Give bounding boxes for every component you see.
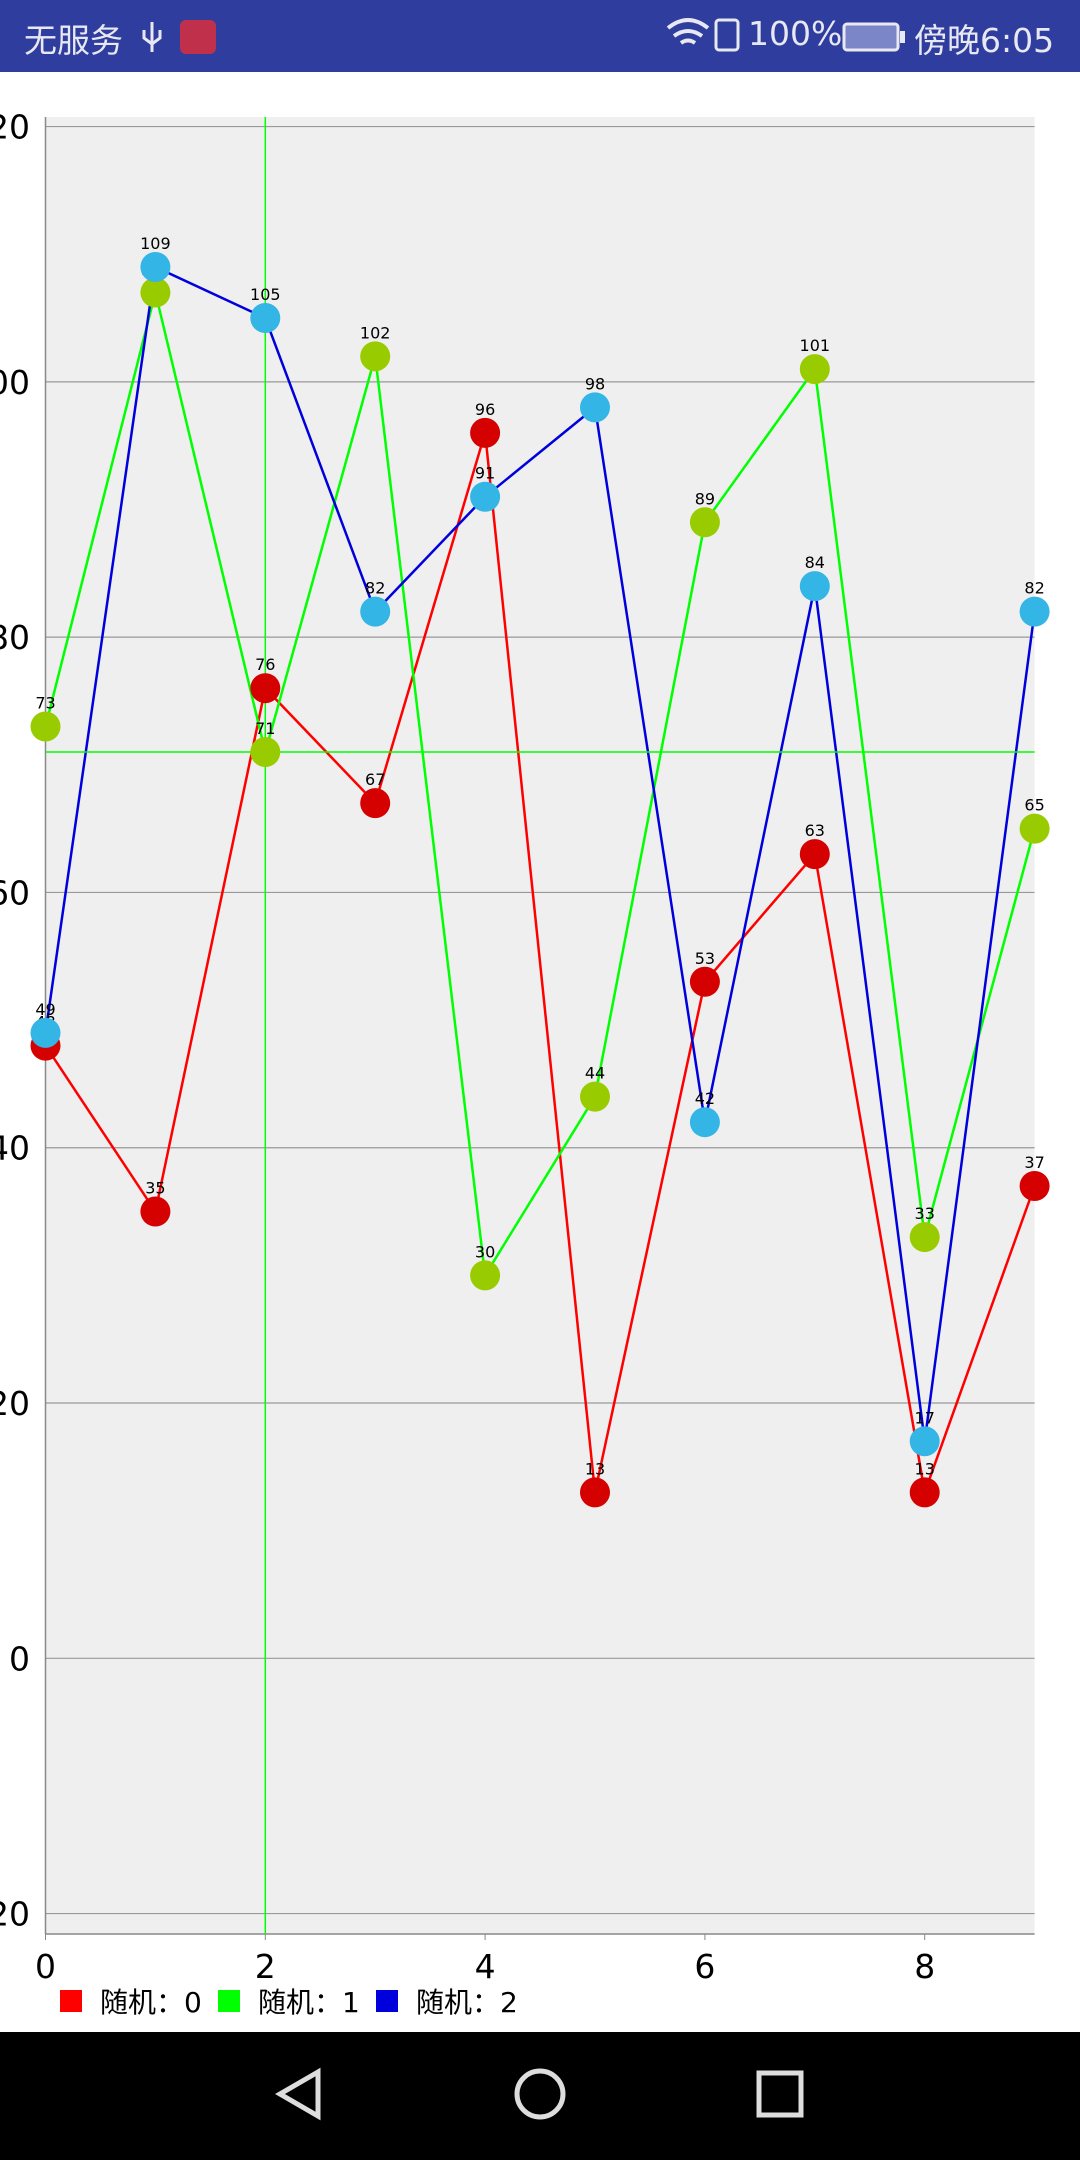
y-tick-label: 120 [0, 108, 30, 147]
value-label: 49 [35, 1000, 55, 1019]
series-line [44, 265, 1036, 1442]
home-button[interactable] [514, 2068, 566, 2120]
time: 傍晚6:05 [914, 21, 1055, 60]
value-label: 44 [585, 1064, 605, 1083]
point [580, 1477, 610, 1508]
series-line [44, 432, 1036, 1498]
point [799, 571, 830, 602]
point [1019, 813, 1050, 844]
y-tick-label: 80 [0, 618, 30, 657]
nav-bar [0, 2032, 1080, 2160]
point [250, 673, 281, 704]
plot-background [45, 117, 1035, 1934]
value-label: 37 [1024, 1153, 1044, 1172]
legend-label: 随机：1 [258, 1986, 360, 2019]
value-label: 101 [800, 336, 831, 355]
point [580, 392, 610, 423]
value-label: 65 [1024, 796, 1044, 815]
point [470, 1260, 501, 1291]
point [140, 277, 171, 308]
x-tick-label: 8 [914, 1947, 935, 1986]
y-tick-label: 40 [0, 1129, 30, 1168]
legend-swatch [60, 1990, 82, 2012]
point [909, 1426, 940, 1457]
value-label: 82 [365, 579, 385, 598]
point [250, 737, 281, 768]
value-label: 96 [475, 400, 495, 419]
carrier: 无服务 [24, 21, 123, 60]
value-label: 13 [585, 1459, 605, 1478]
signal-icons [666, 18, 740, 52]
legend-label: 随机：2 [416, 1986, 518, 2019]
point [799, 839, 830, 870]
point [909, 1477, 940, 1508]
value-label: 102 [360, 323, 391, 342]
point [30, 711, 61, 742]
point [689, 966, 720, 997]
point [360, 341, 391, 372]
status-bar: 无服务 100% 傍晚6:05 [0, 0, 1080, 72]
point [360, 596, 391, 627]
back-button[interactable] [275, 2067, 321, 2121]
value-label: 73 [35, 693, 55, 712]
value-label: 35 [145, 1179, 165, 1198]
legend-swatch [376, 1990, 398, 2012]
value-label: 13 [915, 1459, 935, 1478]
y-tick-label: 20 [0, 1384, 30, 1423]
value-label: 67 [365, 770, 385, 789]
value-label: 98 [585, 374, 605, 393]
battery: 100% [748, 14, 843, 53]
y-tick-label: 0 [9, 1639, 30, 1678]
point [360, 788, 391, 819]
value-label: 82 [1024, 579, 1044, 598]
battery-icon [842, 22, 905, 52]
x-tick-label: 6 [694, 1947, 715, 1986]
point [799, 354, 830, 385]
point [1019, 596, 1050, 627]
value-label: 91 [475, 464, 495, 483]
value-label: 84 [805, 553, 825, 572]
point [1019, 1171, 1050, 1202]
value-label: 105 [250, 285, 281, 304]
point [140, 1196, 171, 1227]
nav-buttons [275, 2067, 804, 2121]
point [689, 507, 720, 538]
x-tick-label: 0 [35, 1947, 56, 1986]
chart: -200204060801001200246848357667961353631… [0, 108, 1050, 2019]
point [470, 481, 501, 512]
point [30, 1017, 61, 1048]
value-label: 17 [915, 1408, 935, 1427]
point [909, 1222, 940, 1253]
x-tick-label: 2 [255, 1947, 276, 1986]
y-tick-label: 60 [0, 873, 30, 912]
legend-label: 随机：0 [100, 1986, 202, 2019]
value-label: 53 [695, 949, 715, 968]
point [140, 251, 171, 282]
point [580, 1081, 610, 1112]
recents-button[interactable] [756, 2070, 804, 2118]
value-label: 71 [255, 719, 275, 738]
y-tick-label: -20 [0, 1895, 30, 1934]
value-label: 42 [695, 1089, 715, 1108]
legend-swatch [218, 1990, 240, 2012]
value-label: 89 [695, 489, 715, 508]
value-label: 33 [915, 1204, 935, 1223]
value-label: 76 [255, 655, 275, 674]
status-icons [142, 20, 216, 54]
point [250, 303, 281, 334]
x-tick-label: 4 [475, 1947, 496, 1986]
point [689, 1107, 720, 1138]
point [470, 417, 501, 448]
value-label: 63 [805, 821, 825, 840]
y-tick-label: 100 [0, 363, 30, 402]
value-label: 30 [475, 1242, 495, 1261]
series-line [44, 292, 1036, 1280]
value-label: 109 [140, 234, 171, 253]
